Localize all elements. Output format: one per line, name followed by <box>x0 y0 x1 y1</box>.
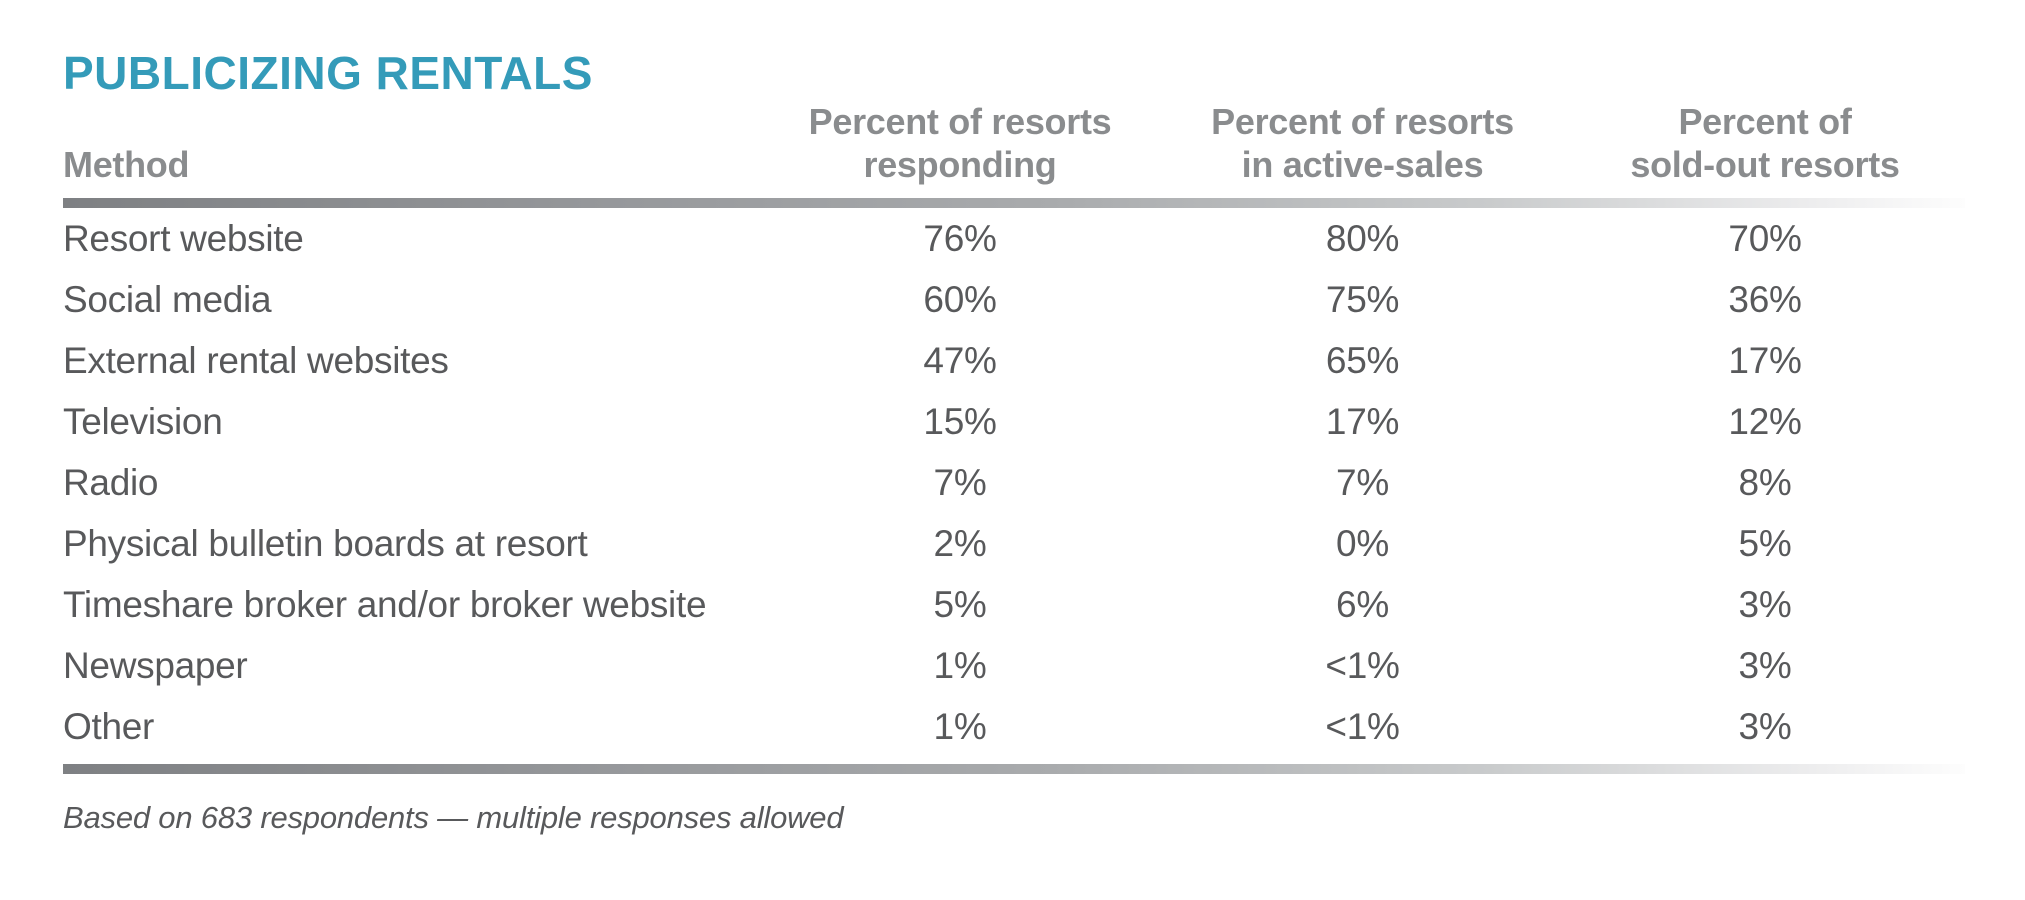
sold-out-cell: 3% <box>1738 644 1792 686</box>
sold-out-cell: 3% <box>1738 583 1792 625</box>
responding-cell: 1% <box>933 705 987 747</box>
table-title: PUBLICIZING RENTALS <box>63 47 593 99</box>
responding-cell: 5% <box>933 583 987 625</box>
table-row: External rental websites 47% 65% 17% <box>63 330 1965 391</box>
sold-out-cell: 12% <box>1728 400 1802 442</box>
column-header-active-sales: Percent of resorts in active-sales <box>1160 100 1565 186</box>
method-cell: Social media <box>63 278 272 320</box>
active-sales-cell: 65% <box>1325 339 1400 381</box>
responding-cell: 76% <box>923 217 997 259</box>
method-cell: Television <box>63 400 223 442</box>
footer-divider-rule <box>63 764 1965 774</box>
method-cell: Other <box>63 705 155 747</box>
sold-out-cell: 3% <box>1738 705 1792 747</box>
responding-cell: 7% <box>933 461 987 503</box>
sold-out-cell: 36% <box>1728 278 1802 320</box>
active-sales-cell: 7% <box>1336 461 1389 503</box>
header-line: Percent of resorts <box>808 101 1112 142</box>
method-cell: Radio <box>63 461 159 503</box>
active-sales-cell: 0% <box>1336 522 1389 564</box>
method-cell: External rental websites <box>63 339 449 381</box>
table-row: Social media 60% 75% 36% <box>63 269 1965 330</box>
header-line: Percent of <box>1678 101 1852 142</box>
table-row: Radio 7% 7% 8% <box>63 452 1965 513</box>
table-row: Television 15% 17% 12% <box>63 391 1965 452</box>
method-cell: Timeshare broker and/or broker website <box>63 583 707 625</box>
table-row: Newspaper 1% <1% 3% <box>63 635 1965 696</box>
table-row: Physical bulletin boards at resort 2% 0%… <box>63 513 1965 574</box>
responding-cell: 1% <box>933 644 987 686</box>
active-sales-cell: <1% <box>1325 705 1400 747</box>
responding-cell: 47% <box>923 339 997 381</box>
responding-cell: 2% <box>933 522 987 564</box>
sold-out-cell: 17% <box>1728 339 1802 381</box>
active-sales-cell: 80% <box>1325 217 1400 259</box>
column-header-responding: Percent of resorts responding <box>760 100 1160 186</box>
table-row: Resort website 76% 80% 70% <box>63 208 1965 269</box>
header-divider-rule <box>63 198 1965 208</box>
sold-out-cell: 70% <box>1728 217 1802 259</box>
sold-out-cell: 8% <box>1738 461 1792 503</box>
method-cell: Physical bulletin boards at resort <box>63 522 588 564</box>
publicizing-rentals-table: PUBLICIZING RENTALS Method Percent of re… <box>63 0 1965 836</box>
table-row: Other 1% <1% 3% <box>63 696 1965 757</box>
method-cell: Newspaper <box>63 644 248 686</box>
header-line: Percent of resorts <box>1211 101 1514 142</box>
table-row: Timeshare broker and/or broker website 5… <box>63 574 1965 635</box>
column-header-method: Method <box>63 144 190 185</box>
responding-cell: 60% <box>923 278 997 320</box>
header-line: sold-out resorts <box>1630 144 1900 185</box>
active-sales-cell: <1% <box>1325 644 1400 686</box>
table-body: Resort website 76% 80% 70% Social media … <box>63 208 1965 757</box>
active-sales-cell: 6% <box>1336 583 1389 625</box>
responding-cell: 15% <box>923 400 997 442</box>
footnote: Based on 683 respondents — multiple resp… <box>63 800 844 835</box>
table-header-row: Method Percent of resorts responding Per… <box>63 100 1965 186</box>
column-header-sold-out: Percent of sold-out resorts <box>1565 100 1965 186</box>
active-sales-cell: 75% <box>1325 278 1400 320</box>
active-sales-cell: 17% <box>1325 400 1400 442</box>
header-line: responding <box>863 144 1057 185</box>
method-cell: Resort website <box>63 217 304 259</box>
sold-out-cell: 5% <box>1738 522 1792 564</box>
header-line: in active-sales <box>1241 144 1484 185</box>
